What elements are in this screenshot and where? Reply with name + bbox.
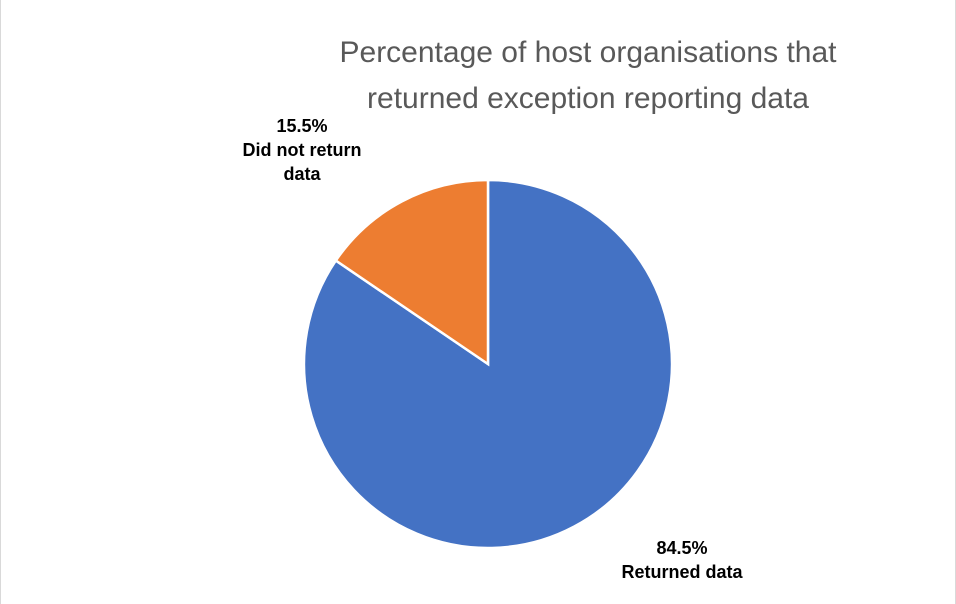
value-label: 15.5%: [276, 116, 328, 136]
category-label: Did not return data: [242, 140, 362, 184]
value-label: 84.5%: [656, 538, 708, 558]
data-label: 15.5% Did not return data: [227, 114, 377, 186]
pie-slice: [334, 178, 490, 367]
data-label: 84.5% Returned data: [597, 536, 767, 584]
chart-title: Percentage of host organisations that re…: [339, 36, 837, 115]
pie-slice: [302, 178, 674, 550]
category-label: Returned data: [621, 562, 743, 582]
